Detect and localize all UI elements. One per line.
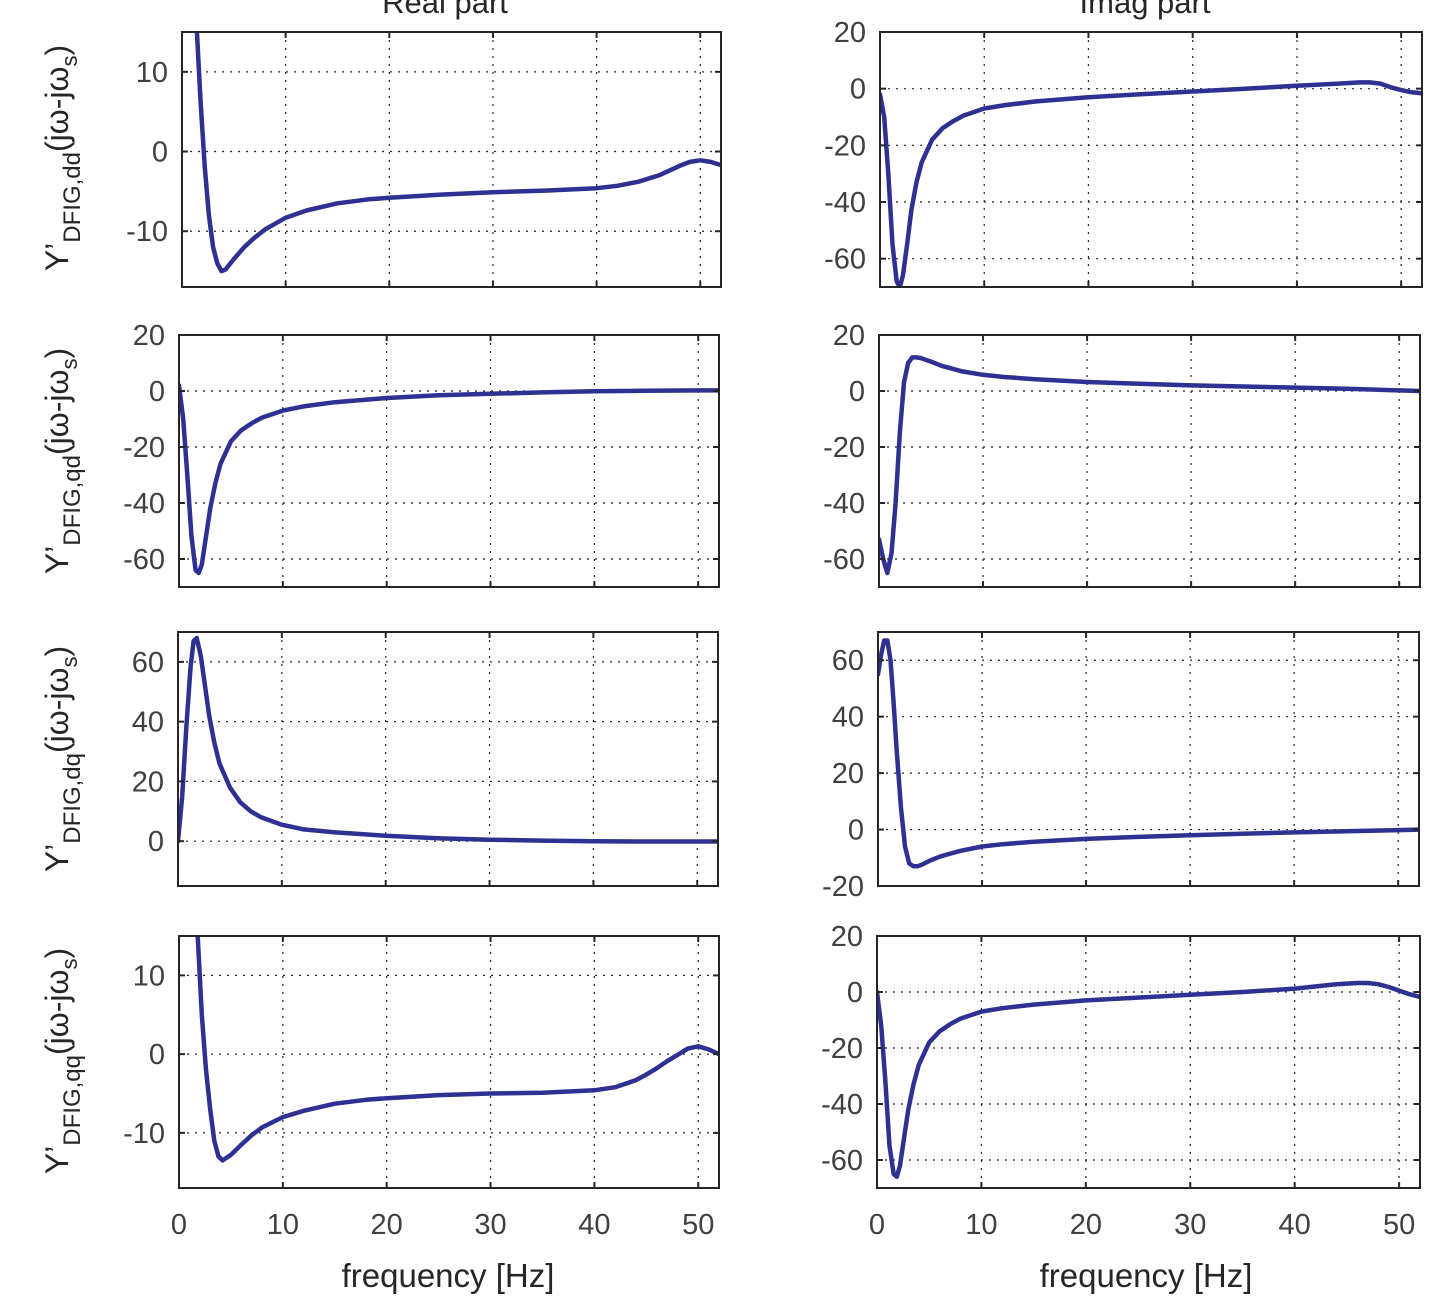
x-tick-label: 30 <box>1174 1209 1206 1241</box>
y-tick-label: 20 <box>833 320 865 352</box>
series-line <box>878 638 1419 869</box>
y-tick-label: 0 <box>847 977 863 1009</box>
y-tick-label: -60 <box>823 544 865 576</box>
y-tick-label: 40 <box>832 702 864 734</box>
x-tick-label: 10 <box>965 1209 997 1241</box>
axes-frame <box>877 631 1420 887</box>
axes-frame <box>177 631 719 887</box>
x-axis-label-right: frequency [Hz] <box>1040 1257 1253 1294</box>
column-title-imag: Imag part <box>1080 0 1211 20</box>
y-tick-label: 0 <box>152 137 168 169</box>
axes-frame <box>876 935 1421 1189</box>
subplot-6: -20 0 20 40 60 <box>822 631 1420 903</box>
y-tick-label: 40 <box>132 707 164 739</box>
x-tick-label: 30 <box>474 1209 506 1241</box>
y-tick-label: 0 <box>849 376 865 408</box>
subplot-4: -60 -40 -20 0 20 <box>823 320 1421 588</box>
x-tick-label: 10 <box>267 1209 299 1241</box>
subplot-grid: -10 0 10 Y’DFIG,dd(jω-jωs) -60 -40 -20 0 20 -60 -4… <box>39 17 1423 1241</box>
x-tick-label: 50 <box>682 1209 714 1241</box>
series-line <box>179 383 719 576</box>
axes-frame <box>878 334 1421 588</box>
y-tick-label: -60 <box>824 244 866 276</box>
y-tick-label: 0 <box>148 826 164 858</box>
column-title-real: Real part <box>382 0 508 20</box>
axes-frame <box>178 935 720 1189</box>
subplot-7: -10 0 10 0 10 20 30 40 50 Y’DFIG,qq(jω-jωs) <box>39 935 720 1241</box>
y-tick-label: -40 <box>821 1089 863 1121</box>
series-line <box>194 32 721 274</box>
y-axis-label: Y’DFIG,qq(jω-jωs) <box>39 948 86 1174</box>
series-line <box>879 355 1420 576</box>
y-tick-label: -40 <box>824 187 866 219</box>
y-tick-label: -20 <box>821 1033 863 1065</box>
y-tick-label: -10 <box>123 1118 165 1150</box>
series-line <box>880 80 1422 287</box>
subplot-5: 0 20 40 60 Y’DFIG,dq(jω-jωs) <box>39 631 719 887</box>
axes-frame <box>178 334 720 588</box>
y-tick-label: -40 <box>823 488 865 520</box>
axes-frame <box>879 31 1423 288</box>
subplot-1: -10 0 10 Y’DFIG,dd(jω-jωs) <box>39 31 722 288</box>
y-tick-label: -20 <box>823 432 865 464</box>
subplot-8: -60 -40 -20 0 20 0 10 20 30 40 50 <box>821 921 1421 1241</box>
y-tick-label: -20 <box>824 130 866 162</box>
y-tick-label: 20 <box>133 320 165 352</box>
y-tick-label: -60 <box>123 544 165 576</box>
y-tick-label: 10 <box>133 960 165 992</box>
y-tick-label: 0 <box>848 815 864 847</box>
y-tick-label: -60 <box>821 1145 863 1177</box>
series-line <box>195 936 719 1163</box>
y-tick-label: 0 <box>149 1039 165 1071</box>
y-tick-label: -40 <box>123 488 165 520</box>
y-tick-label: -10 <box>126 216 168 248</box>
axes-frame <box>181 31 722 288</box>
x-tick-label: 0 <box>171 1209 187 1241</box>
y-tick-label: 20 <box>132 766 164 798</box>
y-tick-label: 20 <box>831 921 863 953</box>
y-axis-label: Y’DFIG,qd(jω-jωs) <box>39 348 86 574</box>
subplot-3: -60 -40 -20 0 20 Y’DFIG,qd(jω-jωs) <box>39 320 720 588</box>
x-tick-label: 40 <box>1279 1209 1311 1241</box>
y-tick-label: 10 <box>136 57 168 89</box>
y-axis-label: Y’DFIG,dq(jω-jωs) <box>39 646 86 872</box>
x-axis-label-left: frequency [Hz] <box>342 1257 555 1294</box>
y-tick-label: -20 <box>123 432 165 464</box>
series-line <box>178 635 718 844</box>
y-tick-label: 0 <box>850 74 866 106</box>
x-tick-label: 20 <box>371 1209 403 1241</box>
x-tick-label: 0 <box>869 1209 885 1241</box>
x-tick-label: 50 <box>1383 1209 1415 1241</box>
series-line <box>877 980 1420 1180</box>
x-tick-label: 20 <box>1070 1209 1102 1241</box>
x-tick-label: 40 <box>578 1209 610 1241</box>
y-tick-label: 60 <box>832 645 864 677</box>
y-axis-label: Y’DFIG,dd(jω-jωs) <box>39 45 86 271</box>
y-tick-label: 20 <box>832 758 864 790</box>
y-tick-label: 60 <box>132 647 164 679</box>
subplot-2: -60 -40 -20 0 20 <box>824 17 1423 288</box>
y-tick-label: 0 <box>149 376 165 408</box>
y-tick-label: 20 <box>834 17 866 49</box>
y-tick-label: -20 <box>822 871 864 903</box>
